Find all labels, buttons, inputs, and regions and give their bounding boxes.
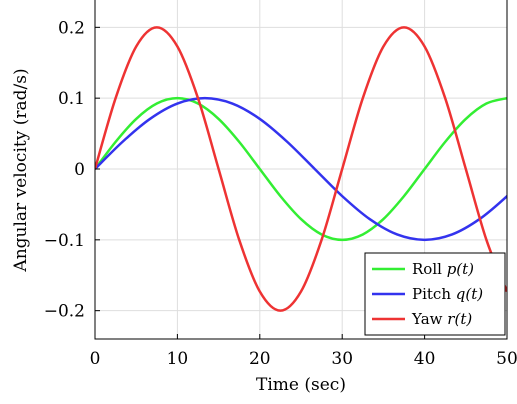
series-line-pitch [95, 96, 507, 242]
legend-label-var: q(t) [456, 285, 483, 303]
y-tick-label: 0 [74, 160, 85, 180]
series-line-roll [95, 96, 507, 242]
legend-label-name: Yaw [411, 310, 447, 328]
series-line-yaw [95, 26, 507, 312]
ticks [94, 26, 508, 339]
x-tick-labels: 0 10 20 30 40 50 [90, 349, 517, 369]
legend-label-var: p(t) [447, 260, 474, 278]
y-tick-labels: −0.2 −0.1 0 0.1 0.2 [44, 18, 85, 321]
x-axis-label: Time (sec) [256, 375, 346, 395]
legend-label: Yaw r(t) [411, 310, 472, 328]
series-layer [95, 26, 507, 312]
x-tick-label: 40 [414, 349, 436, 369]
legend-label: Roll p(t) [412, 260, 474, 278]
legend-label: Pitch q(t) [412, 285, 483, 303]
y-tick-label: −0.2 [44, 302, 85, 322]
y-axis-label: Angular velocity (rad/s) [11, 68, 31, 272]
legend: Roll p(t) Pitch q(t) Yaw r(t) [364, 252, 506, 336]
x-tick-label: 0 [90, 349, 101, 369]
y-tick-label: −0.1 [44, 231, 85, 251]
x-tick-label: 10 [167, 349, 189, 369]
y-tick-label: 0.1 [58, 89, 85, 109]
y-tick-label: 0.2 [58, 18, 85, 38]
legend-label-name: Roll [412, 260, 447, 278]
legend-label-name: Pitch [412, 285, 456, 303]
x-tick-label: 30 [331, 349, 353, 369]
x-tick-label: 50 [496, 349, 517, 369]
x-tick-label: 20 [249, 349, 271, 369]
legend-label-var: r(t) [447, 310, 472, 328]
